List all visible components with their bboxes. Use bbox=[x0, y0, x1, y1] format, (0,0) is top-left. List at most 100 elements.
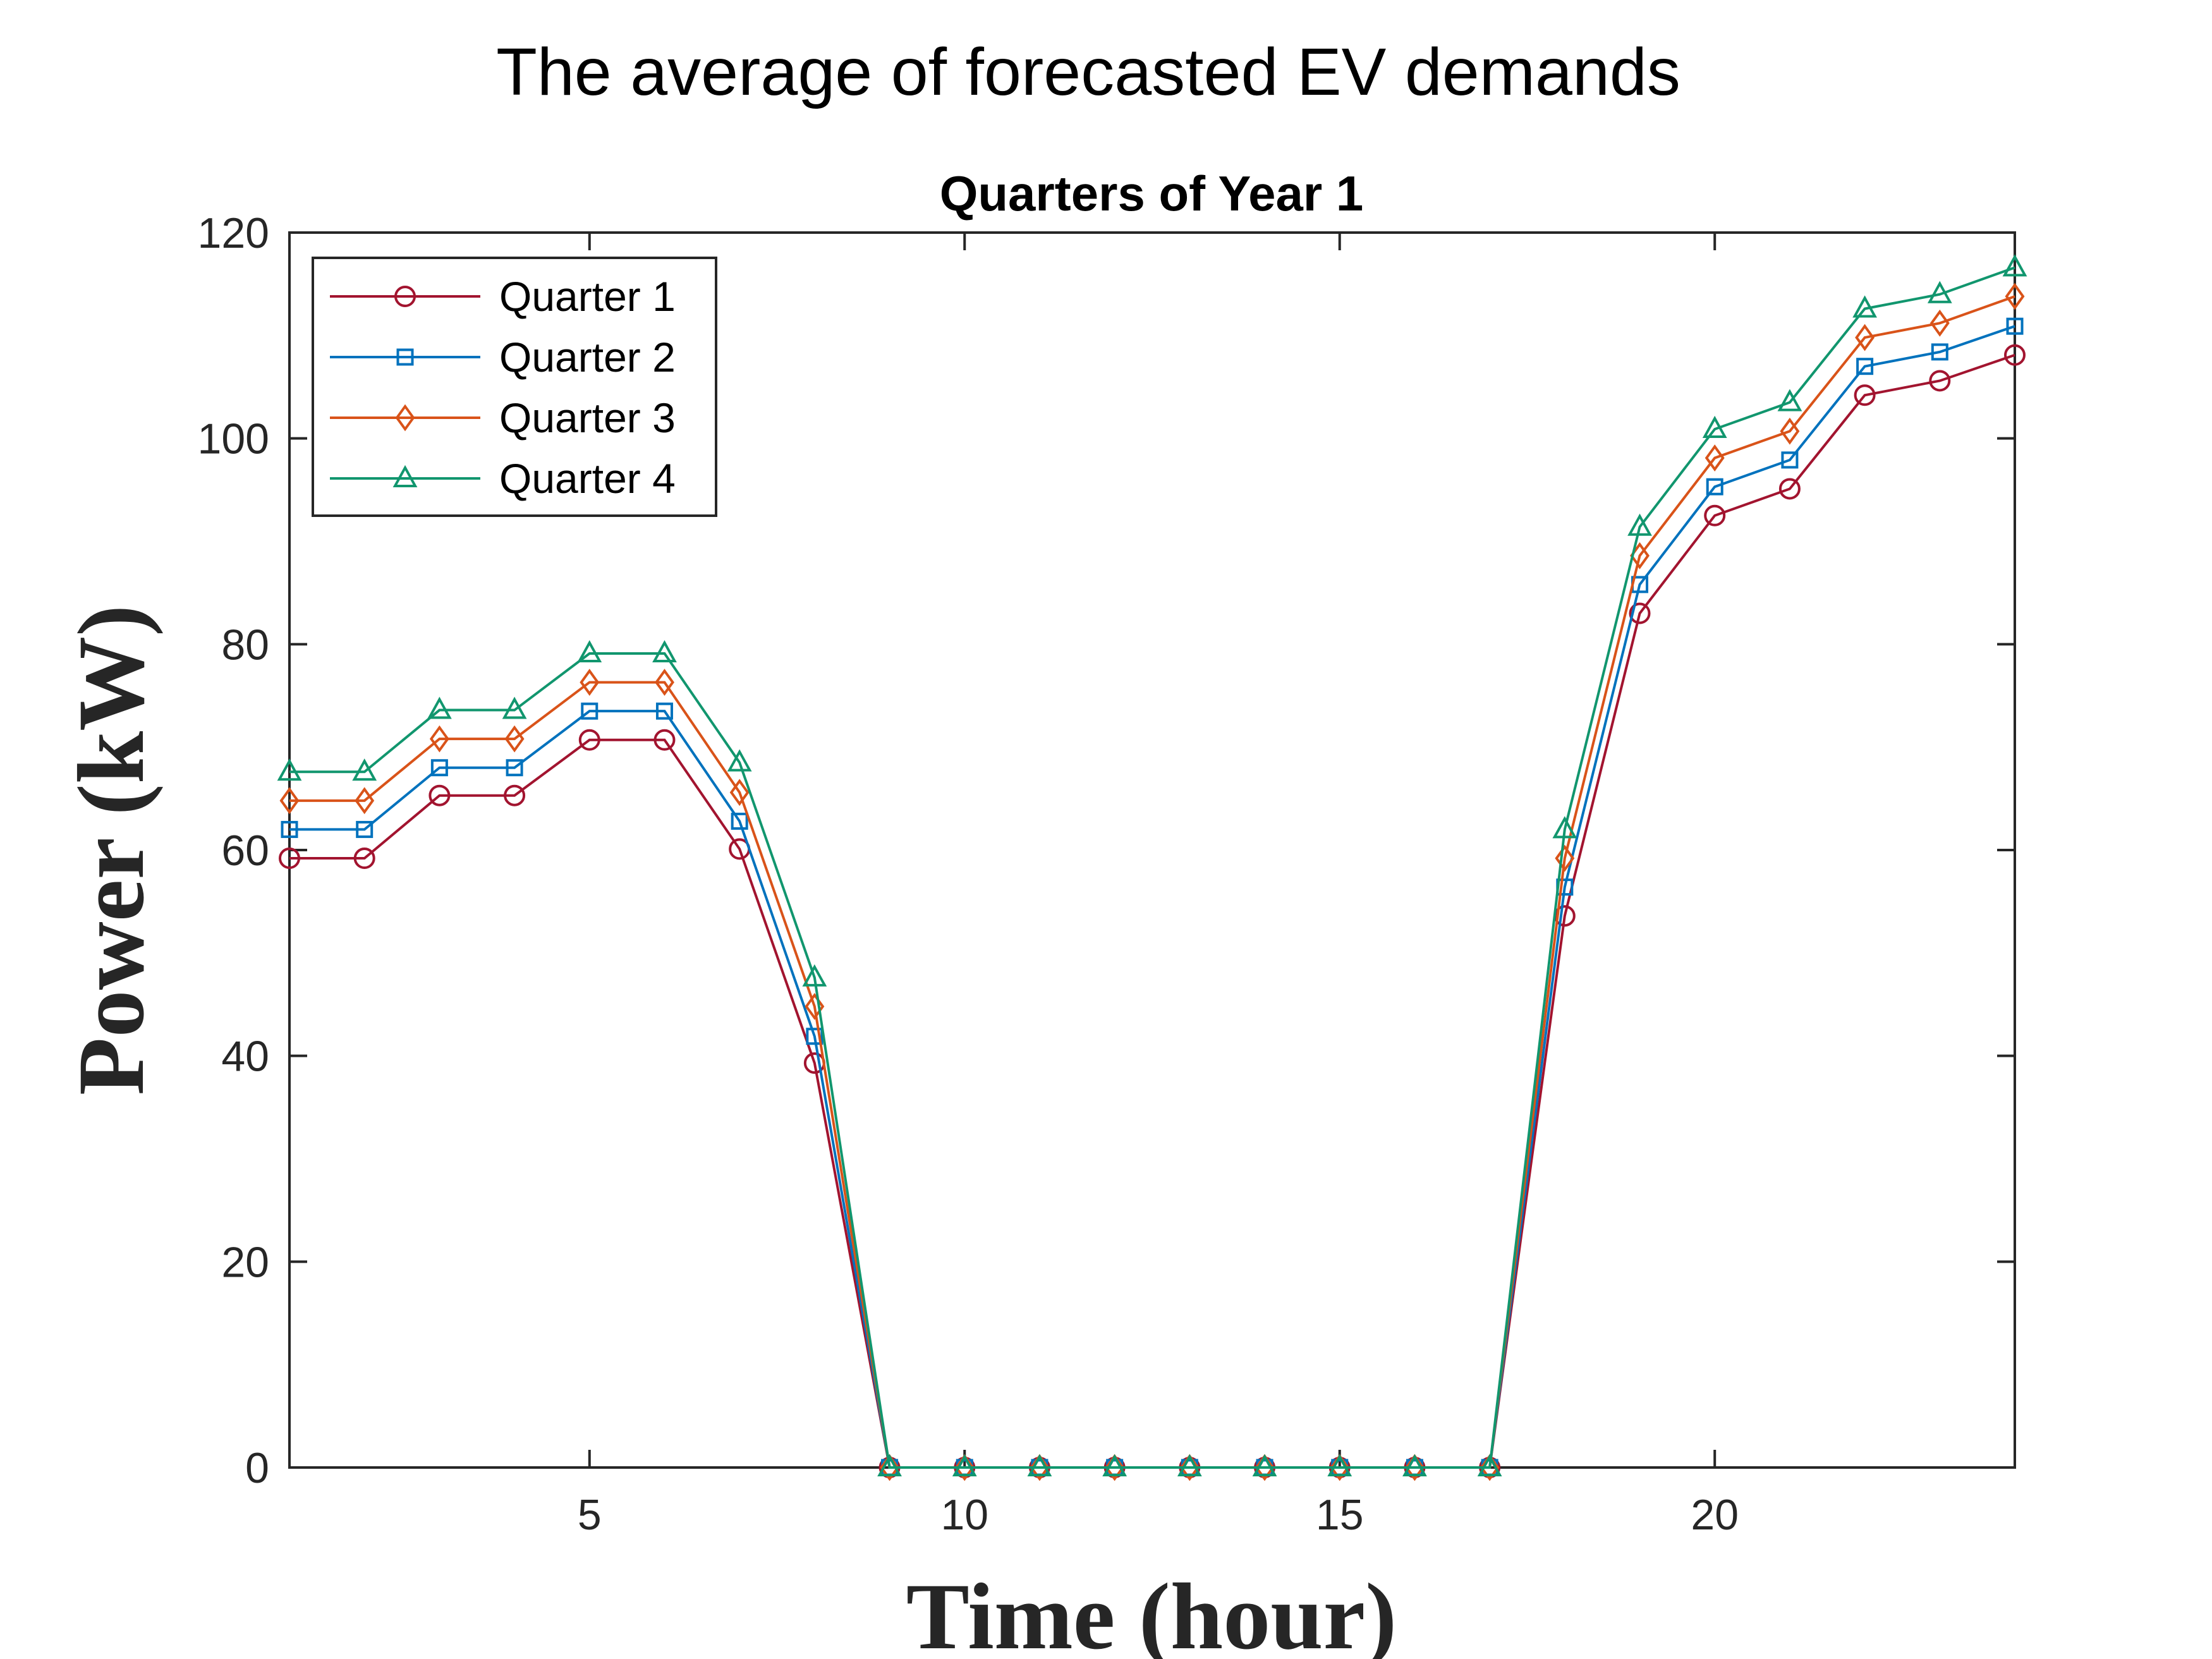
data-point bbox=[1780, 417, 1800, 445]
data-point bbox=[1030, 1454, 1050, 1481]
y-axis-label: Power (kW) bbox=[59, 605, 164, 1095]
y-tick-label: 60 bbox=[221, 827, 269, 875]
data-point bbox=[1555, 844, 1575, 872]
data-point bbox=[427, 696, 452, 719]
data-point bbox=[1252, 1454, 1277, 1476]
data-point bbox=[1856, 358, 1874, 375]
data-point bbox=[428, 784, 451, 806]
data-point bbox=[429, 725, 449, 753]
data-point bbox=[2002, 254, 2027, 277]
y-tick-label: 40 bbox=[221, 1033, 269, 1081]
data-point bbox=[1706, 478, 1723, 495]
data-point bbox=[277, 758, 302, 781]
legend-label: Quarter 1 bbox=[499, 273, 676, 320]
data-point bbox=[577, 640, 602, 662]
data-point bbox=[580, 669, 600, 696]
data-point bbox=[952, 1454, 977, 1476]
data-point bbox=[1931, 343, 1948, 361]
data-point bbox=[1480, 1454, 1500, 1481]
data-point bbox=[281, 820, 298, 838]
data-point bbox=[279, 787, 300, 815]
data-point bbox=[1477, 1454, 1502, 1476]
legend-item: Quarter 2 bbox=[330, 334, 676, 380]
data-point bbox=[1929, 309, 1950, 337]
data-point bbox=[2005, 283, 2025, 310]
data-point bbox=[1330, 1454, 1350, 1481]
data-point bbox=[802, 964, 827, 987]
data-point bbox=[954, 1454, 975, 1481]
data-point bbox=[1552, 816, 1577, 839]
data-point bbox=[356, 820, 374, 838]
data-point bbox=[1929, 370, 1951, 392]
data-point bbox=[578, 729, 600, 751]
y-tick-label: 20 bbox=[221, 1238, 269, 1286]
y-tick-label: 80 bbox=[221, 621, 269, 669]
data-point bbox=[652, 640, 677, 662]
x-tick-label: 20 bbox=[1691, 1491, 1739, 1539]
series-layer bbox=[277, 254, 2027, 1481]
data-point bbox=[1402, 1454, 1427, 1476]
axis-ticks: 5 10 15 20 0 20 40 60 80 100 120 bbox=[198, 209, 2015, 1539]
data-point bbox=[506, 759, 523, 777]
legend-item: Quarter 3 bbox=[330, 394, 676, 441]
data-point bbox=[581, 702, 599, 720]
legend-marker bbox=[395, 404, 415, 432]
legend-item: Quarter 1 bbox=[330, 273, 676, 320]
data-point bbox=[1102, 1454, 1127, 1476]
data-point bbox=[1778, 478, 1801, 500]
data-point bbox=[1855, 324, 1875, 351]
data-point bbox=[1627, 513, 1652, 536]
data-point bbox=[2004, 344, 2026, 366]
data-point bbox=[1705, 444, 1725, 472]
data-point bbox=[1629, 602, 1651, 624]
data-point bbox=[504, 725, 525, 753]
data-point bbox=[655, 702, 673, 720]
data-point bbox=[655, 669, 674, 696]
data-point bbox=[1027, 1454, 1052, 1476]
data-point bbox=[1255, 1454, 1275, 1481]
legend-marker bbox=[392, 465, 418, 487]
x-tick-label: 15 bbox=[1316, 1491, 1364, 1539]
y-tick-label: 100 bbox=[198, 415, 269, 463]
series-4 bbox=[277, 254, 2027, 1476]
legend-marker bbox=[396, 348, 414, 366]
data-point bbox=[727, 749, 752, 772]
data-point bbox=[1702, 415, 1727, 439]
data-point bbox=[1177, 1454, 1202, 1476]
data-point bbox=[502, 696, 527, 719]
data-point bbox=[1179, 1454, 1200, 1481]
data-point bbox=[877, 1454, 902, 1476]
legend-label: Quarter 4 bbox=[499, 455, 676, 502]
data-point bbox=[2006, 317, 2024, 335]
chart-title: Quarters of Year 1 bbox=[940, 166, 1364, 221]
data-point bbox=[1781, 451, 1799, 469]
x-tick-label: 10 bbox=[940, 1491, 988, 1539]
data-point bbox=[1927, 281, 1952, 303]
legend-marker bbox=[394, 286, 416, 307]
x-axis-label: Time (hour) bbox=[906, 1564, 1397, 1659]
data-point bbox=[731, 812, 748, 830]
figure-title: The average of forecasted EV demands bbox=[496, 35, 1680, 109]
legend: Quarter 1 Quarter 2 Quarter 3 Quarter 4 bbox=[312, 257, 717, 517]
data-point bbox=[1105, 1454, 1125, 1481]
data-point bbox=[1404, 1454, 1425, 1481]
series-line bbox=[289, 266, 2015, 1469]
y-tick-label: 120 bbox=[198, 209, 269, 257]
data-point bbox=[653, 729, 676, 751]
legend-label: Quarter 3 bbox=[499, 394, 676, 441]
data-point bbox=[504, 784, 526, 806]
y-tick-label: 0 bbox=[245, 1444, 269, 1492]
data-point bbox=[353, 848, 375, 870]
data-point bbox=[430, 759, 448, 777]
data-point bbox=[352, 758, 377, 781]
data-point bbox=[355, 787, 375, 815]
data-point bbox=[1777, 389, 1802, 411]
data-point bbox=[1327, 1454, 1352, 1476]
legend-item: Quarter 4 bbox=[330, 455, 676, 502]
data-point bbox=[279, 848, 300, 870]
data-point bbox=[1704, 504, 1726, 526]
data-point bbox=[1852, 295, 1877, 318]
legend-box bbox=[312, 257, 717, 517]
data-point bbox=[729, 779, 750, 806]
